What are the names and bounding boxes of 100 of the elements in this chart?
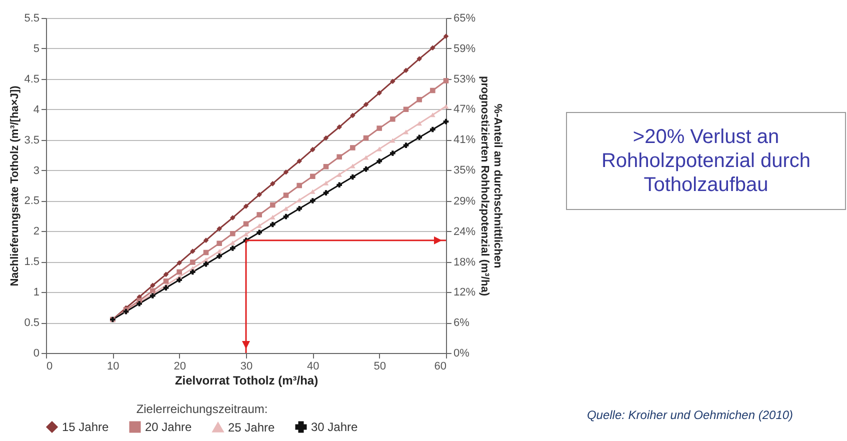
point	[283, 169, 289, 175]
point	[296, 158, 302, 164]
point	[190, 260, 196, 265]
point	[270, 181, 276, 186]
x-tick-label: 30	[240, 360, 253, 372]
point	[310, 174, 316, 180]
point	[363, 102, 369, 108]
point	[376, 158, 382, 164]
point	[443, 104, 449, 109]
y2-tick-label: 18%	[454, 256, 476, 268]
point	[443, 78, 449, 84]
y-tick-label: 1	[33, 286, 40, 299]
point	[270, 222, 276, 228]
point	[416, 134, 422, 140]
point	[176, 260, 182, 266]
point	[430, 126, 436, 132]
point	[376, 126, 382, 131]
point	[216, 226, 222, 232]
y2-tick-label: 12%	[454, 286, 476, 299]
point	[390, 150, 396, 156]
point	[216, 254, 222, 259]
point	[150, 282, 156, 288]
point	[403, 68, 409, 74]
y-tick-label: 4	[33, 104, 40, 116]
point	[296, 198, 302, 202]
y-tick-label: 4.5	[24, 73, 40, 86]
point	[190, 248, 196, 254]
point	[270, 202, 276, 208]
point	[216, 240, 222, 246]
y2-tick-label: 59%	[454, 42, 476, 55]
point	[310, 198, 316, 204]
y-axis-title: Nachlieferungsrate Totholz (m³/[ha×J])	[9, 85, 22, 286]
x-tick-label: 20	[174, 360, 186, 372]
point	[296, 206, 302, 212]
point	[430, 112, 436, 118]
point	[230, 246, 236, 251]
point	[430, 45, 436, 50]
point	[163, 272, 169, 278]
point	[230, 240, 236, 246]
point	[390, 116, 396, 122]
legend-label: 30 Jahre	[311, 420, 358, 434]
point	[256, 212, 262, 218]
point	[403, 130, 409, 134]
point	[256, 223, 262, 228]
point	[256, 230, 262, 236]
y2-tick-label: 53%	[454, 73, 476, 86]
point	[350, 174, 356, 180]
point	[336, 124, 342, 130]
y2-tick-label: 35%	[454, 164, 476, 177]
point	[270, 214, 276, 220]
point	[336, 172, 342, 177]
point	[230, 215, 236, 220]
point	[230, 230, 236, 236]
y-tick-label: 1.5	[24, 256, 40, 268]
point	[310, 146, 316, 152]
point	[216, 248, 222, 254]
point	[323, 180, 329, 186]
text: >20% Verlust an Rohholzpotenzial durch Totholzaufbau	[566, 112, 846, 210]
legend-label: 15 Jahre	[62, 420, 110, 434]
point	[376, 90, 382, 96]
y-tick-label: 2	[33, 226, 40, 238]
point	[350, 112, 356, 118]
point	[243, 221, 249, 227]
point	[336, 182, 342, 188]
x-tick-label: 0	[46, 360, 53, 372]
point	[296, 182, 302, 188]
y-tick-label: 0	[33, 348, 40, 360]
x-axis-title: Zielvorrat Totholz (m³/ha)	[174, 374, 318, 388]
legend-title: Zielerreichungszeitraum:	[136, 402, 268, 416]
point	[390, 138, 396, 143]
source-note: Quelle: Kroiher und Oehmichen (2010)	[586, 408, 794, 422]
point	[416, 96, 422, 102]
point	[256, 192, 262, 198]
y2-axis-title: %-Anteil am durchschnittlichen prognostizierten Rohholzpotenzial (m³/ha)	[478, 76, 504, 296]
y-tick-label: 5	[33, 42, 40, 55]
point	[416, 56, 422, 62]
point	[176, 277, 182, 283]
y-tick-label: 5.5	[24, 12, 40, 24]
y2-tick-label: 0%	[454, 348, 470, 360]
y2-tick-label: 24%	[454, 226, 476, 238]
y-tick-label: 3.5	[24, 134, 40, 146]
x-tick-label: 60	[434, 360, 446, 372]
point	[283, 206, 289, 211]
point	[363, 155, 369, 160]
x-tick-label: 50	[374, 360, 386, 372]
point	[390, 78, 396, 84]
point	[163, 278, 169, 284]
point	[416, 121, 422, 126]
y2-tick-label: 65%	[454, 12, 476, 24]
point	[310, 189, 316, 194]
point	[323, 164, 329, 170]
point	[403, 106, 409, 112]
point	[150, 288, 156, 294]
x-tick-label: 40	[307, 360, 320, 372]
point	[430, 88, 436, 94]
point	[350, 145, 356, 150]
y2-tick-label: 29%	[454, 195, 476, 208]
x-tick-label: 10	[107, 360, 120, 372]
point	[176, 269, 182, 275]
y-tick-label: 3	[33, 164, 40, 177]
